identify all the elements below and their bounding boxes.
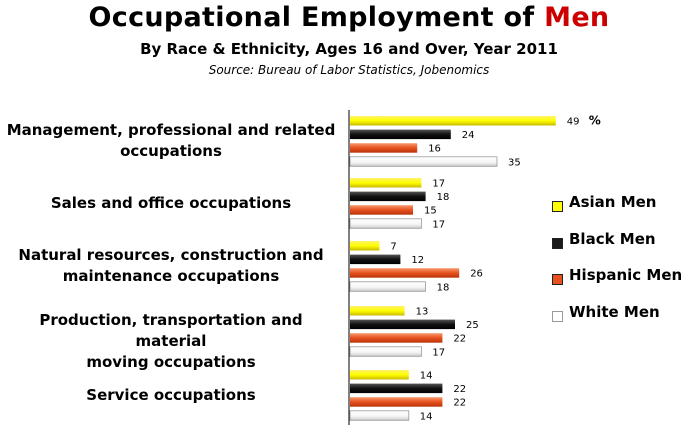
chart-source: Source: Bureau of Labor Statistics, Jobe… [208, 63, 490, 77]
category-label-0: Management, professional and related occu… [4, 120, 338, 162]
data-label-white-men-0: 35 [508, 157, 521, 168]
data-label-black-men-4: 22 [453, 384, 466, 395]
bar-hispanic-men-4 [350, 397, 443, 407]
bar-black-men-4 [350, 383, 443, 394]
bar-white-men-0 [349, 156, 498, 167]
category-label-line: moving occupations [86, 353, 256, 372]
title-prefix: Occupational Employment of [88, 2, 545, 33]
data-label-hispanic-men-1: 15 [424, 206, 437, 217]
bar-black-men-0 [350, 129, 451, 140]
chart-subtitle: By Race & Ethnicity, Ages 16 and Over, Y… [140, 40, 558, 58]
bar-black-men-1 [350, 191, 426, 202]
data-label-asian-men-1: 17 [432, 179, 445, 190]
data-label-asian-men-2: 7 [390, 242, 396, 253]
unit-label: % [589, 114, 601, 128]
bar-hispanic-men-0 [350, 143, 418, 153]
category-label-2: Natural resources, construction and maint… [4, 245, 338, 287]
data-label-hispanic-men-0: 16 [428, 144, 441, 155]
data-label-white-men-3: 17 [432, 347, 445, 358]
data-label-white-men-1: 17 [432, 219, 445, 230]
bar-hispanic-men-3 [350, 333, 443, 343]
data-label-black-men-3: 25 [466, 320, 479, 331]
data-label-hispanic-men-4: 22 [453, 398, 466, 409]
data-label-white-men-2: 18 [437, 282, 450, 293]
data-label-asian-men-3: 13 [416, 307, 429, 318]
bar-white-men-4 [349, 410, 410, 421]
category-label-line: Natural resources, construction and [18, 246, 324, 265]
bar-white-men-2 [349, 281, 426, 292]
data-label-black-men-2: 12 [411, 255, 424, 266]
bar-asian-men-4 [350, 370, 409, 380]
data-label-asian-men-4: 14 [420, 371, 433, 382]
legend-swatch [552, 311, 563, 322]
bar-white-men-1 [349, 218, 422, 229]
category-label-line: Service occupations [86, 385, 256, 404]
legend-label: Hispanic Men [569, 266, 683, 284]
data-label-hispanic-men-2: 26 [470, 269, 483, 280]
bar-asian-men-1 [350, 178, 422, 188]
bar-black-men-3 [350, 319, 455, 330]
category-label-line: Sales and office occupations [50, 193, 292, 212]
bar-asian-men-0 [350, 116, 556, 126]
legend-swatch [552, 201, 563, 212]
bar-asian-men-3 [350, 306, 405, 316]
data-label-hispanic-men-3: 22 [453, 334, 466, 345]
bar-black-men-2 [350, 254, 401, 265]
chart-title: Occupational Employment of Men [0, 2, 698, 33]
bar-white-men-3 [349, 346, 422, 357]
bar-hispanic-men-2 [350, 268, 460, 278]
category-label-3: Production, transportation and material m… [4, 310, 338, 373]
data-label-white-men-4: 14 [420, 411, 433, 422]
legend-label: Asian Men [569, 193, 657, 211]
category-label-line: occupations [120, 142, 222, 161]
category-label-4: Service occupations [4, 385, 338, 406]
legend-label: Black Men [569, 230, 656, 248]
data-label-black-men-0: 24 [462, 130, 475, 141]
legend-label: White Men [569, 303, 660, 321]
data-label-black-men-1: 18 [437, 192, 450, 203]
bar-asian-men-2 [350, 241, 380, 251]
category-label-line: maintenance occupations [62, 267, 280, 286]
bar-hispanic-men-1 [350, 205, 413, 215]
legend-swatch [552, 274, 563, 285]
legend-swatch [552, 238, 563, 249]
category-label-1: Sales and office occupations [4, 193, 338, 214]
category-label-line: Management, professional and related [6, 121, 336, 140]
data-label-asian-men-0: 49 [567, 117, 580, 128]
title-highlight: Men [544, 2, 610, 33]
category-label-line: Production, transportation and material [39, 311, 303, 351]
